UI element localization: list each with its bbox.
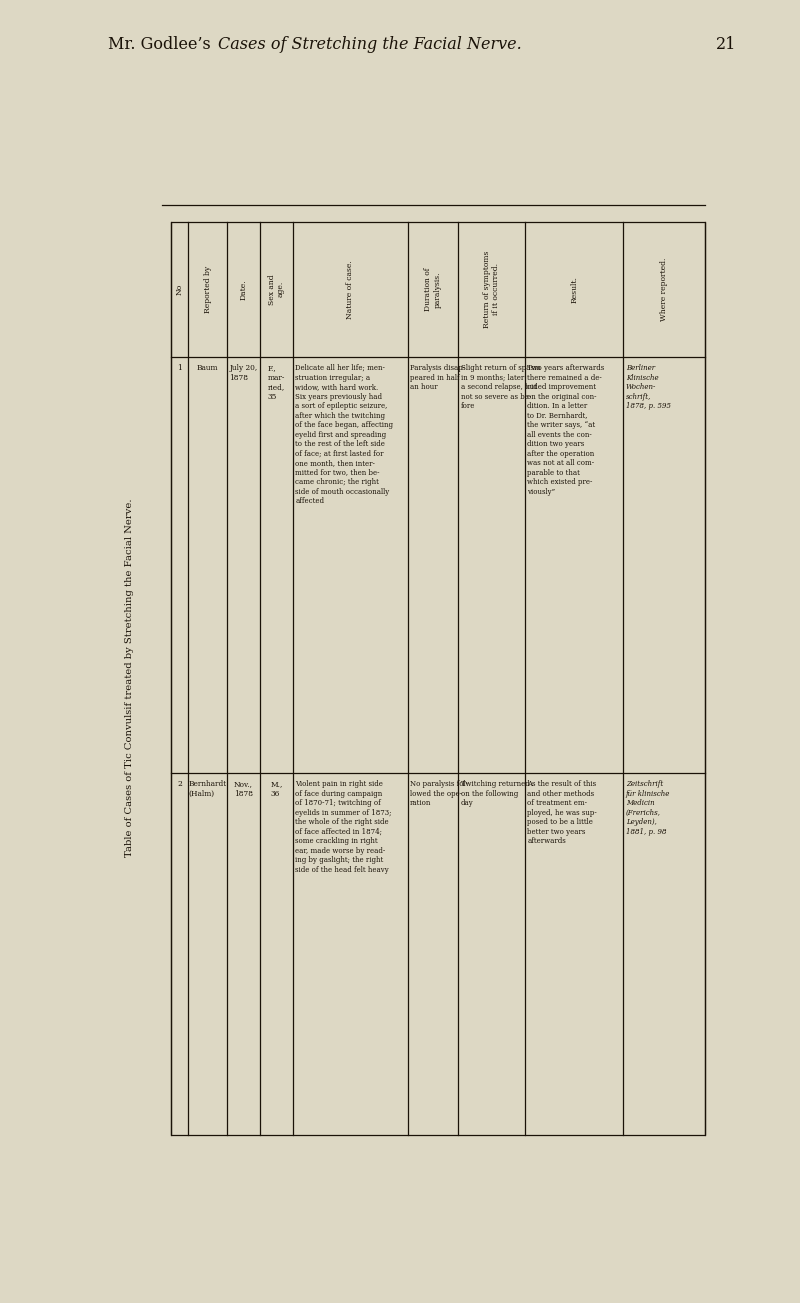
Text: Sex and
age.: Sex and age.: [267, 274, 285, 305]
Text: As the result of this
and other methods
of treatment em-
ployed, he was sup-
pos: As the result of this and other methods …: [527, 780, 597, 846]
Text: Violent pain in right side
of face during campaign
of 1870-71; twitching of
eyel: Violent pain in right side of face durin…: [295, 780, 392, 874]
Text: Bernhardt
(Halm): Bernhardt (Halm): [189, 780, 226, 797]
Text: Where reported.: Where reported.: [660, 258, 668, 321]
Text: 2: 2: [178, 780, 182, 788]
Text: Reported by: Reported by: [203, 266, 211, 313]
Text: Result.: Result.: [570, 276, 578, 302]
Text: Baum: Baum: [197, 364, 218, 373]
Bar: [171, 222, 705, 1135]
Text: Berliner
Klinische
Wochen-
schrift,
1878, p. 595: Berliner Klinische Wochen- schrift, 1878…: [626, 364, 671, 410]
Text: Paralysis disap-
peared in half
an hour: Paralysis disap- peared in half an hour: [410, 364, 465, 391]
Text: Table of Cases of Tic Convulsif treated by Stretching the Facial Nerve.: Table of Cases of Tic Convulsif treated …: [126, 499, 134, 857]
Text: Zeitschrift
für klinische
Medicin
(Frerichs,
Leyden),
1881, p. 98: Zeitschrift für klinische Medicin (Freri…: [626, 780, 670, 837]
Text: July 20,
1878: July 20, 1878: [229, 364, 258, 382]
Text: Delicate all her life; men-
struation irregular; a
widow, with hard work.
Six ye: Delicate all her life; men- struation ir…: [295, 364, 394, 506]
Text: Nature of case.: Nature of case.: [346, 259, 354, 319]
Text: M.,
36: M., 36: [270, 780, 282, 797]
Text: No paralysis fol-
lowed the ope-
ration: No paralysis fol- lowed the ope- ration: [410, 780, 468, 808]
Text: F.,
mar-
ried,
35: F., mar- ried, 35: [268, 364, 285, 400]
Text: Mr. Godlee’s: Mr. Godlee’s: [108, 35, 216, 53]
Text: Two years afterwards
there remained a de-
cided improvement
on the original con-: Two years afterwards there remained a de…: [527, 364, 605, 495]
Text: Slight return of spasm
in 9 months; later
a second relapse, but
not so severe as: Slight return of spasm in 9 months; late…: [461, 364, 540, 410]
Text: Return of symptoms
if it occurred.: Return of symptoms if it occurred.: [482, 250, 500, 328]
Text: No: No: [176, 284, 184, 294]
Text: 21: 21: [716, 35, 736, 53]
Text: 1: 1: [178, 364, 182, 373]
Text: Twitching returned
on the following
day: Twitching returned on the following day: [461, 780, 530, 808]
Text: Cases of Stretching the Facial Nerve.: Cases of Stretching the Facial Nerve.: [218, 35, 522, 53]
Text: Date.: Date.: [239, 279, 247, 300]
Text: Nov.,
1878: Nov., 1878: [234, 780, 253, 797]
Text: Duration of
paralysis.: Duration of paralysis.: [424, 267, 442, 311]
